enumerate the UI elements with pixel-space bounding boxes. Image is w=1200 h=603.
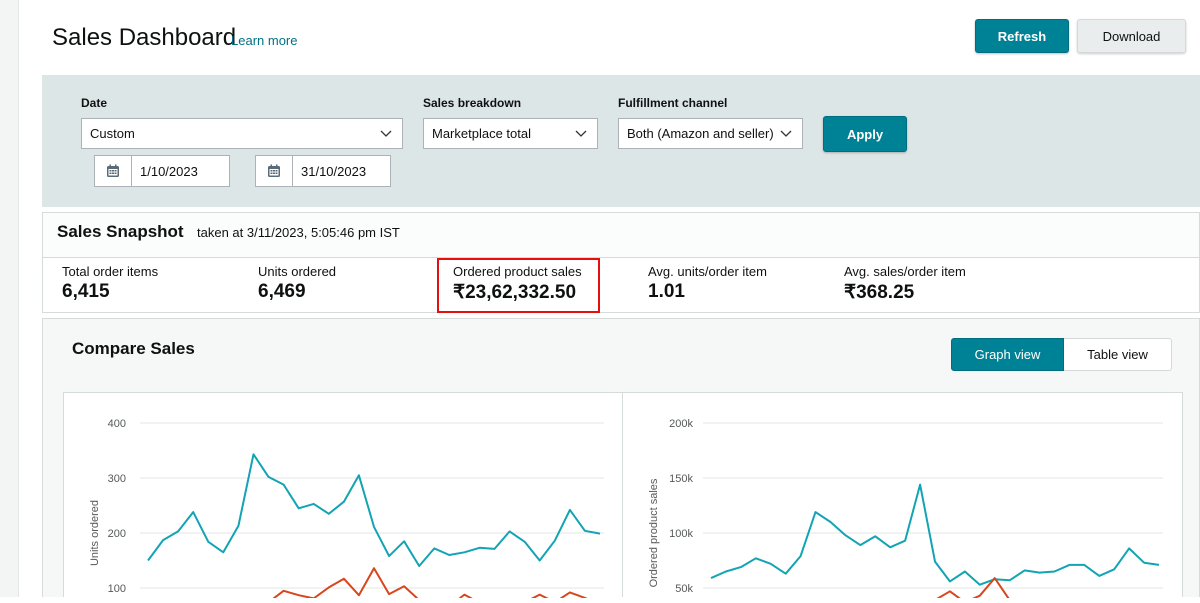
- end-date-field[interactable]: 31/10/2023: [255, 155, 391, 187]
- sales-breakdown-value: Marketplace total: [432, 126, 531, 141]
- y-tick-label: 200: [108, 528, 126, 540]
- start-date-field[interactable]: 1/10/2023: [94, 155, 230, 187]
- sales-breakdown-select[interactable]: Marketplace total: [423, 118, 598, 149]
- learn-more-link[interactable]: Learn more: [231, 33, 298, 48]
- y-tick-label: 100k: [669, 528, 693, 540]
- metric-label: Avg. sales/order item: [844, 264, 966, 279]
- snapshot-timestamp: taken at 3/11/2023, 5:05:46 pm IST: [197, 225, 400, 240]
- calendar-icon[interactable]: [256, 156, 293, 186]
- metric-value: 6,469: [258, 281, 306, 302]
- chevron-down-icon: [575, 130, 587, 137]
- y-tick-label: 100: [108, 583, 126, 595]
- chevron-down-icon: [380, 130, 392, 137]
- sales-breakdown-label: Sales breakdown: [423, 96, 522, 110]
- units-ordered-chart: 400 300 200 100 Units ordered: [89, 418, 604, 603]
- view-toggle: Graph view Table view: [951, 338, 1172, 371]
- fulfillment-channel-value: Both (Amazon and seller): [627, 126, 774, 141]
- start-date-value: 1/10/2023: [140, 163, 198, 179]
- metric-value: ₹368.25: [844, 282, 915, 303]
- snapshot-title: Sales Snapshot: [57, 222, 184, 241]
- left-rail: [0, 0, 19, 597]
- refresh-button[interactable]: Refresh: [975, 19, 1069, 53]
- apply-button[interactable]: Apply: [823, 116, 907, 152]
- table-view-button[interactable]: Table view: [1064, 338, 1172, 371]
- graph-view-button[interactable]: Graph view: [951, 338, 1064, 371]
- y-tick-label: 150k: [669, 473, 693, 485]
- page-title: Sales Dashboard: [52, 24, 237, 51]
- metric-label: Ordered product sales: [453, 264, 582, 279]
- snapshot-header: [43, 213, 1199, 258]
- metric-value: 1.01: [648, 281, 685, 302]
- download-button[interactable]: Download: [1077, 19, 1186, 53]
- metric-label: Units ordered: [258, 264, 337, 279]
- ordered-product-sales-chart: 200k 150k 100k 50k Ordered product sales: [648, 418, 1163, 603]
- y-axis-label: Ordered product sales: [648, 478, 660, 587]
- metric-label: Avg. units/order item: [648, 264, 767, 279]
- series-line-primary: [710, 483, 1160, 586]
- date-range-select[interactable]: Custom: [81, 118, 403, 149]
- units-chart-panel: 400 300 200 100 Units ordered: [63, 392, 623, 603]
- y-tick-label: 200k: [669, 418, 693, 430]
- metric-label: Total order items: [62, 264, 159, 279]
- end-date-value: 31/10/2023: [301, 163, 367, 179]
- sales-snapshot-panel: [42, 212, 1200, 313]
- y-tick-label: 400: [108, 418, 126, 430]
- series-line-primary: [147, 453, 601, 567]
- compare-sales-title: Compare Sales: [72, 339, 195, 358]
- fulfillment-channel-select[interactable]: Both (Amazon and seller): [618, 118, 803, 149]
- metric-value: 6,415: [62, 281, 110, 302]
- date-label: Date: [81, 96, 108, 110]
- y-tick-label: 300: [108, 473, 126, 485]
- series-line-secondary: [267, 567, 600, 603]
- date-range-value: Custom: [90, 126, 135, 141]
- sales-chart-panel: 200k 150k 100k 50k Ordered product sales: [622, 392, 1183, 603]
- y-axis-label: Units ordered: [89, 500, 101, 566]
- metric-value: ₹23,62,332.50: [453, 282, 577, 303]
- calendar-icon[interactable]: [95, 156, 132, 186]
- y-tick-label: 50k: [675, 583, 693, 595]
- fulfillment-channel-label: Fulfillment channel: [618, 96, 728, 110]
- chevron-down-icon: [780, 130, 792, 137]
- highlight-box: [437, 258, 600, 313]
